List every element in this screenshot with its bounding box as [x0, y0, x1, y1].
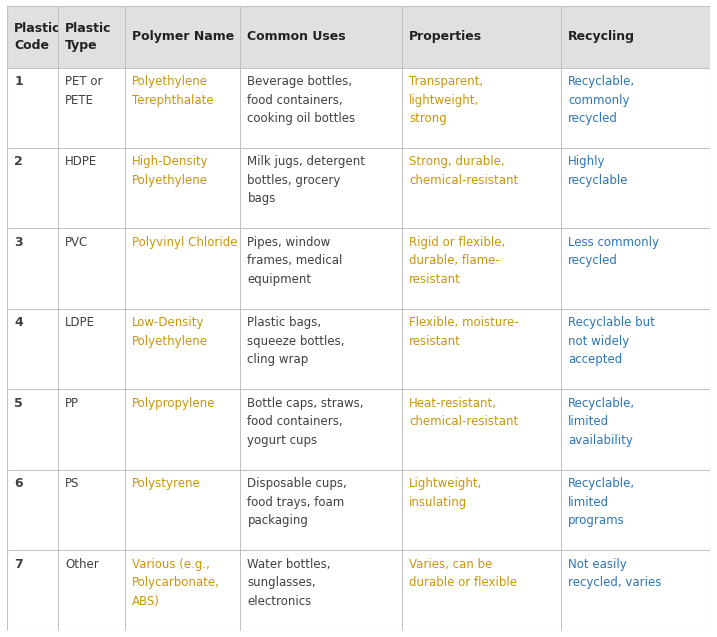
Text: Plastic
Code: Plastic Code [14, 22, 61, 52]
Text: Lightweight,
insulating: Lightweight, insulating [409, 477, 483, 509]
Text: Recycling: Recycling [568, 31, 635, 43]
Text: 6: 6 [14, 477, 23, 490]
Text: Varies, can be
durable or flexible: Varies, can be durable or flexible [409, 557, 517, 589]
Text: Polymer Name: Polymer Name [132, 31, 234, 43]
Text: Recyclable,
limited
programs: Recyclable, limited programs [568, 477, 635, 527]
Text: PP: PP [65, 397, 79, 410]
Bar [7, 550, 710, 631]
Text: Low-Density
Polyethylene: Low-Density Polyethylene [132, 317, 208, 348]
Text: Pipes, window
frames, medical
equipment: Pipes, window frames, medical equipment [247, 236, 343, 286]
Text: 1: 1 [14, 75, 23, 88]
Text: Not easily
recycled, varies: Not easily recycled, varies [568, 557, 661, 589]
Text: Disposable cups,
food trays, foam
packaging: Disposable cups, food trays, foam packag… [247, 477, 347, 527]
Text: Beverage bottles,
food containers,
cooking oil bottles: Beverage bottles, food containers, cooki… [247, 75, 356, 125]
Text: 5: 5 [14, 397, 23, 410]
Text: PVC: PVC [65, 236, 88, 249]
Text: Transparent,
lightweight,
strong: Transparent, lightweight, strong [409, 75, 483, 125]
Bar [7, 229, 710, 309]
Text: Rigid or flexible,
durable, flame-
resistant: Rigid or flexible, durable, flame- resis… [409, 236, 505, 286]
Text: High-Density
Polyethylene: High-Density Polyethylene [132, 155, 209, 187]
Text: Recyclable,
limited
availability: Recyclable, limited availability [568, 397, 635, 447]
Text: Properties: Properties [409, 31, 483, 43]
Text: Water bottles,
sunglasses,
electronics: Water bottles, sunglasses, electronics [247, 557, 331, 608]
Text: LDPE: LDPE [65, 317, 95, 329]
Text: Less commonly
recycled: Less commonly recycled [568, 236, 659, 268]
Bar [7, 148, 710, 229]
Text: PET or
PETE: PET or PETE [65, 75, 103, 106]
Bar [7, 389, 710, 469]
Text: Recyclable but
not widely
accepted: Recyclable but not widely accepted [568, 317, 655, 366]
Text: Plastic
Type: Plastic Type [65, 22, 112, 52]
Text: 2: 2 [14, 155, 23, 168]
Text: Milk jugs, detergent
bottles, grocery
bags: Milk jugs, detergent bottles, grocery ba… [247, 155, 366, 206]
Text: Polystyrene: Polystyrene [132, 477, 201, 490]
Text: Heat-resistant,
chemical-resistant: Heat-resistant, chemical-resistant [409, 397, 518, 428]
Text: Other: Other [65, 557, 99, 571]
Text: 4: 4 [14, 317, 23, 329]
Text: Polyethylene
Terephthalate: Polyethylene Terephthalate [132, 75, 214, 106]
Text: Flexible, moisture-
resistant: Flexible, moisture- resistant [409, 317, 519, 348]
Bar [7, 469, 710, 550]
Text: PS: PS [65, 477, 80, 490]
Text: Polyvinyl Chloride: Polyvinyl Chloride [132, 236, 237, 249]
Text: 7: 7 [14, 557, 23, 571]
Text: Polypropylene: Polypropylene [132, 397, 215, 410]
Text: Highly
recyclable: Highly recyclable [568, 155, 628, 187]
Text: Plastic bags,
squeeze bottles,
cling wrap: Plastic bags, squeeze bottles, cling wra… [247, 317, 345, 366]
Text: Recyclable,
commonly
recycled: Recyclable, commonly recycled [568, 75, 635, 125]
Text: Strong, durable,
chemical-resistant: Strong, durable, chemical-resistant [409, 155, 518, 187]
Bar [7, 309, 710, 389]
Text: Common Uses: Common Uses [247, 31, 346, 43]
Text: Various (e.g.,
Polycarbonate,
ABS): Various (e.g., Polycarbonate, ABS) [132, 557, 219, 608]
Text: 3: 3 [14, 236, 23, 249]
Bar [7, 68, 710, 148]
Text: Bottle caps, straws,
food containers,
yogurt cups: Bottle caps, straws, food containers, yo… [247, 397, 364, 447]
Text: HDPE: HDPE [65, 155, 98, 168]
Bar [7, 6, 710, 68]
